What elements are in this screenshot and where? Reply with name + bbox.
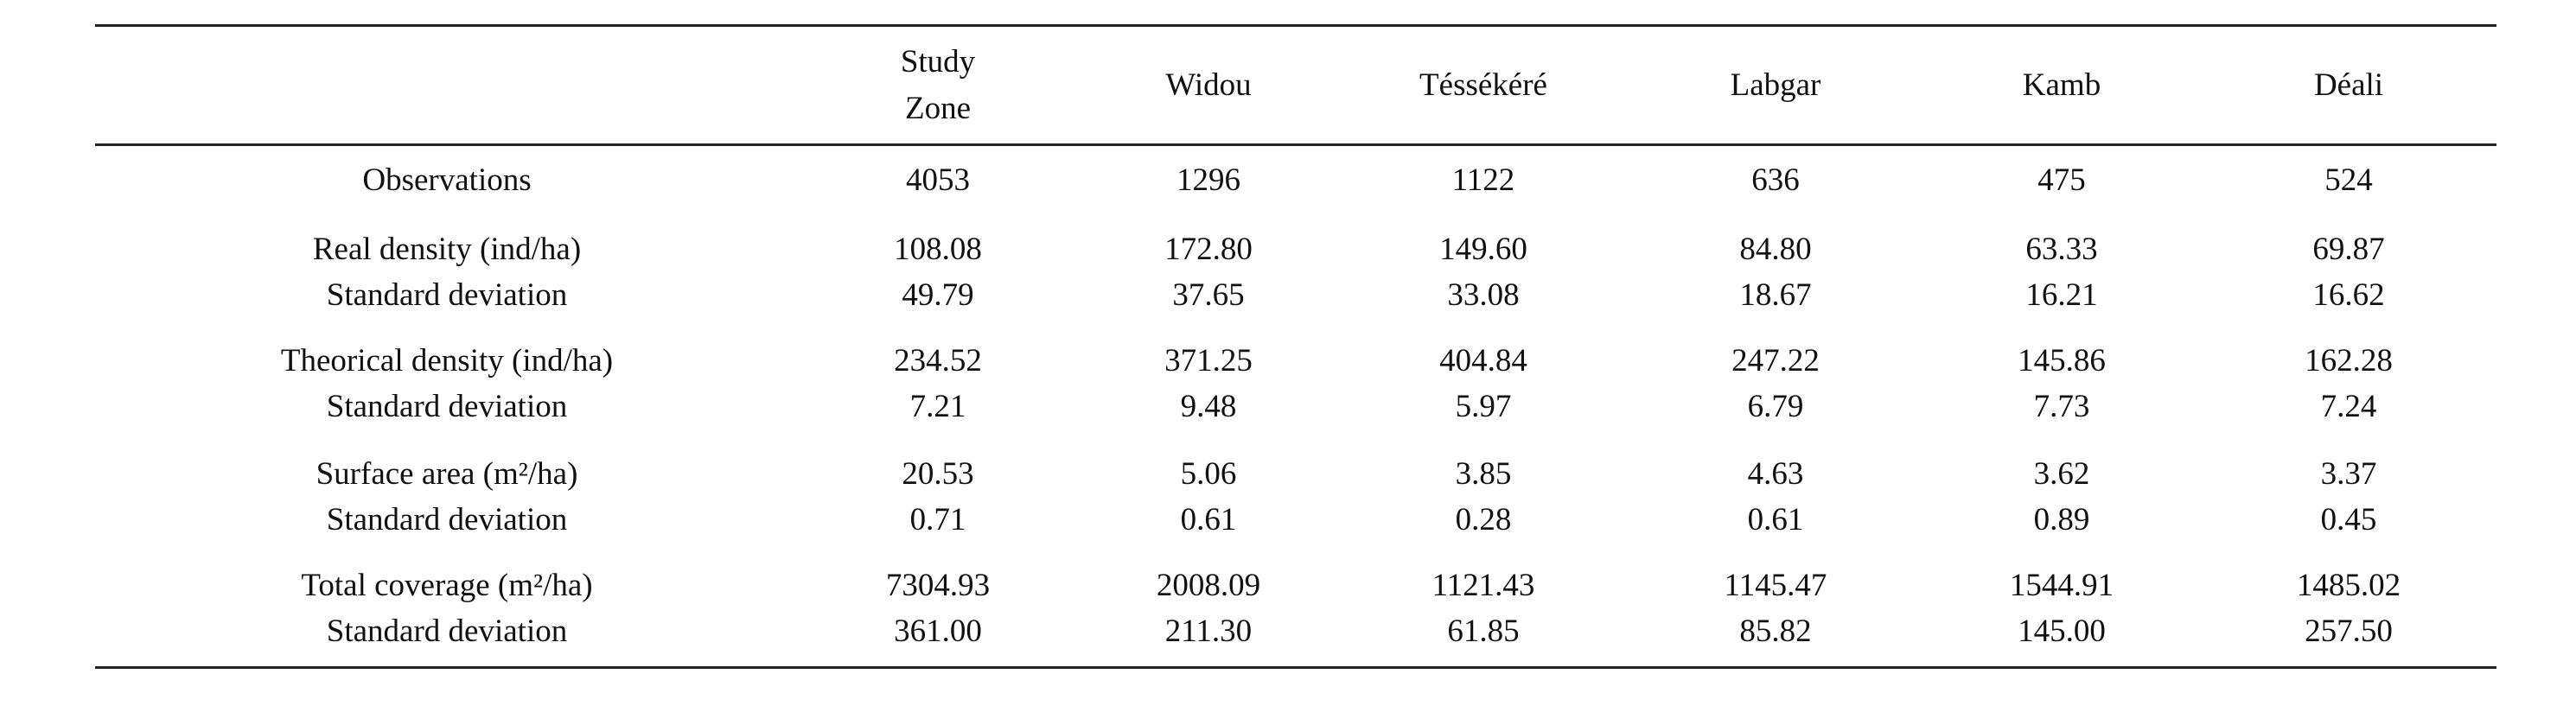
table-cell: 1544.91 (2009, 568, 2114, 603)
table-cell: 162.28 (2305, 343, 2393, 378)
column-header: Déali (2313, 67, 2384, 103)
row-label: Observations (362, 162, 532, 198)
table-cell: 172.80 (1164, 232, 1253, 267)
table-cell: 108.08 (894, 232, 982, 267)
column-header: Kamb (2022, 67, 2101, 103)
column-header: Widou (1165, 67, 1252, 103)
table-cell: 2008.09 (1156, 568, 1261, 603)
table-cell: 0.61 (1180, 502, 1237, 537)
table-cell: 49.79 (902, 277, 974, 313)
row-label: Standard deviation (326, 389, 568, 424)
table-cell: 0.89 (2033, 502, 2090, 537)
column-header: Study Zone (900, 44, 976, 126)
table-cell: 211.30 (1164, 614, 1253, 649)
table-cell: 3.85 (1455, 456, 1512, 492)
table-cell: 18.67 (1739, 277, 1812, 313)
table-cell: 37.65 (1172, 277, 1245, 313)
table-cell: 145.86 (2018, 343, 2106, 378)
table-cell: 69.87 (2312, 232, 2385, 267)
table-cell: 0.71 (909, 502, 966, 537)
table-cell: 1296 (1176, 162, 1240, 198)
table-cell: 4053 (906, 162, 970, 198)
table-cell: 234.52 (894, 343, 982, 378)
table-cell: 9.48 (1180, 389, 1237, 424)
table-cell: 0.45 (2320, 502, 2377, 537)
table-cell: 6.79 (1747, 389, 1804, 424)
table-cell: 149.60 (1439, 232, 1527, 267)
table-cell: 404.84 (1439, 343, 1527, 378)
table-cell: 7.24 (2320, 389, 2377, 424)
table-cell: 63.33 (2025, 232, 2098, 267)
table-cell: 145.00 (2018, 614, 2106, 649)
table-cell: 475 (2037, 162, 2086, 198)
table-cell: 5.97 (1455, 389, 1512, 424)
row-label: Standard deviation (326, 502, 568, 537)
table-cell: 257.50 (2305, 614, 2393, 649)
row-label: Theorical density (ind/ha) (280, 343, 614, 378)
table-cell: 16.21 (2025, 277, 2098, 313)
table-cell: 7304.93 (885, 568, 991, 603)
table-cell: 0.61 (1747, 502, 1804, 537)
table-cell: 0.28 (1455, 502, 1512, 537)
row-label: Standard deviation (326, 277, 568, 313)
bottom-rule (95, 666, 2496, 669)
top-rule (95, 24, 2496, 27)
table-cell: 524 (2324, 162, 2373, 198)
row-label: Standard deviation (326, 614, 568, 649)
column-header: Labgar (1730, 67, 1821, 103)
row-label: Real density (ind/ha) (312, 232, 582, 267)
table-cell: 84.80 (1739, 232, 1812, 267)
table-cell: 85.82 (1739, 614, 1812, 649)
table-cell: 1485.02 (2296, 568, 2401, 603)
table-cell: 1145.47 (1724, 568, 1827, 603)
column-header: Téssékéré (1419, 67, 1547, 103)
table-cell: 7.21 (909, 389, 966, 424)
table-cell: 4.63 (1747, 456, 1804, 492)
table-cell: 7.73 (2033, 389, 2090, 424)
table-cell: 371.25 (1164, 343, 1253, 378)
table-cell: 61.85 (1447, 614, 1520, 649)
table-cell: 33.08 (1447, 277, 1520, 313)
table-cell: 1122 (1451, 162, 1515, 198)
table-cell: 5.06 (1180, 456, 1237, 492)
row-label: Surface area (m²/ha) (316, 456, 578, 492)
table-cell: 1121.43 (1431, 568, 1535, 603)
header-rule (95, 143, 2496, 146)
table-cell: 3.62 (2033, 456, 2090, 492)
table-cell: 636 (1751, 162, 1800, 198)
table-cell: 20.53 (902, 456, 974, 492)
table-cell: 361.00 (894, 614, 982, 649)
table-cell: 3.37 (2320, 456, 2377, 492)
table-cell: 247.22 (1731, 343, 1820, 378)
table-cell: 16.62 (2312, 277, 2385, 313)
row-label: Total coverage (m²/ha) (301, 568, 593, 603)
